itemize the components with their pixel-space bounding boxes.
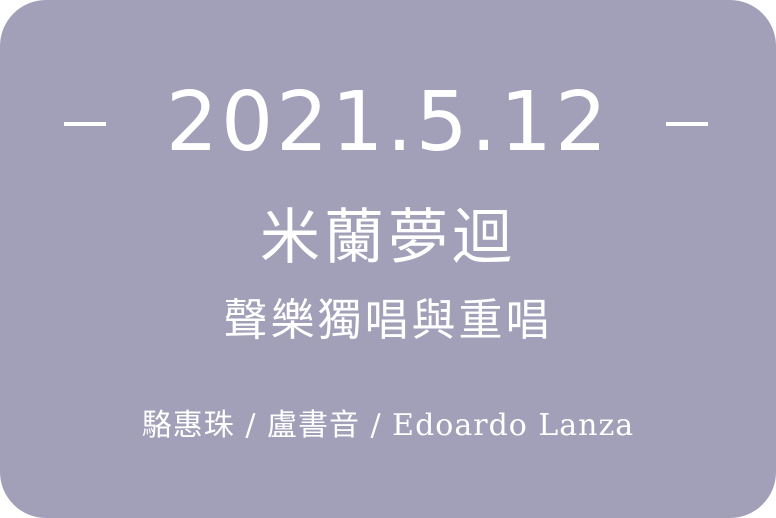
left-dash-decoration	[64, 122, 106, 126]
right-dash-decoration	[666, 122, 708, 126]
event-subtitle: 聲樂獨唱與重唱	[223, 295, 553, 346]
date-row: 2021.5.12	[0, 78, 776, 168]
event-date: 2021.5.12	[165, 75, 611, 170]
event-title: 米蘭夢迴	[260, 203, 516, 273]
performers-list: 駱惠珠 / 盧書音 / Edoardo Lanza	[141, 408, 635, 443]
